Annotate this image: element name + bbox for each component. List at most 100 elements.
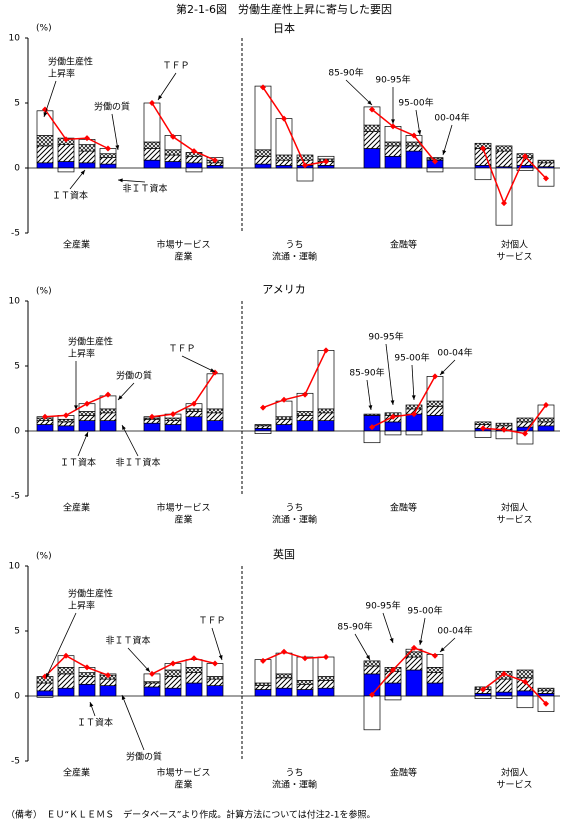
line-marker <box>390 667 396 673</box>
annotation: 85-90年 <box>328 67 363 79</box>
bar-segment <box>275 159 293 166</box>
bar-segment <box>78 162 96 169</box>
arrow-head <box>367 100 372 105</box>
bar-segment <box>57 687 75 697</box>
line-marker <box>501 200 507 207</box>
arrow-head <box>442 150 447 155</box>
bar-segment <box>317 165 335 169</box>
bar-segment <box>296 154 314 161</box>
bar-segment <box>36 135 54 147</box>
bar-segment <box>36 690 54 697</box>
bar-segment <box>185 416 203 432</box>
annotation: 95-00年 <box>394 352 429 364</box>
bar-segment <box>474 430 492 438</box>
bar-segment <box>296 680 314 685</box>
annotation-arrow <box>157 72 177 101</box>
line-marker <box>302 655 308 662</box>
arrow-head <box>145 667 150 672</box>
line-marker <box>170 660 176 667</box>
annotation: 労働の質 <box>126 751 162 763</box>
bar-segment <box>57 673 75 689</box>
line-marker <box>149 413 155 420</box>
line-marker <box>522 430 528 437</box>
bar-segment <box>275 400 293 418</box>
annotation: 労働生産性 <box>68 588 113 600</box>
bar-segment <box>275 673 293 679</box>
bar-segment <box>254 425 272 429</box>
bar-segment <box>254 682 272 686</box>
annotation-arrow <box>127 647 151 673</box>
bar-segment <box>164 676 182 689</box>
line <box>482 148 547 206</box>
annotation: 労働の質 <box>116 370 152 382</box>
category-label: 市場サービス <box>156 239 210 251</box>
line-marker <box>480 425 486 432</box>
line <box>482 673 547 705</box>
line-marker <box>480 686 486 693</box>
line-marker <box>63 412 69 419</box>
annotation-arrow <box>385 343 394 406</box>
bar-segment <box>516 426 534 432</box>
bar-segment <box>254 685 272 690</box>
bar-segment <box>143 102 161 143</box>
line-marker <box>369 106 375 113</box>
bar-segment <box>164 161 182 169</box>
bar-segment <box>164 154 182 162</box>
bar-segment <box>426 415 444 432</box>
bar-segment <box>405 404 423 410</box>
panel-title: 日本 <box>273 21 295 35</box>
line-marker <box>369 691 375 698</box>
panel-title: 英国 <box>273 547 295 561</box>
bar-segment <box>185 667 203 673</box>
bar-segment <box>474 167 492 181</box>
arrow-head <box>418 640 423 645</box>
y-tick-label: 0 <box>14 427 20 437</box>
bar-segment <box>426 167 444 173</box>
bar-segment <box>143 682 161 688</box>
line <box>262 86 327 167</box>
annotation: ＩＴ資本 <box>52 190 88 202</box>
category-label: 金融等 <box>390 767 417 779</box>
line-marker <box>260 404 266 411</box>
bar-segment <box>164 417 182 421</box>
line-marker <box>84 135 90 142</box>
bar-segment <box>296 415 314 421</box>
bar-segment <box>164 424 182 432</box>
annotation-arrow <box>366 379 372 411</box>
bar-segment <box>426 667 444 673</box>
annotation: 00-04年 <box>437 625 472 637</box>
line-marker <box>212 660 218 667</box>
bar-segment <box>254 163 272 169</box>
bar-segment <box>99 157 117 165</box>
category-label: 流通・運輸 <box>272 514 317 526</box>
bar-segment <box>254 689 272 697</box>
category-label: サービス <box>496 780 532 791</box>
category-label: 産業 <box>174 779 192 791</box>
bar-segment <box>537 687 555 692</box>
arrow-head <box>411 395 416 400</box>
line-marker <box>432 373 438 380</box>
bar-segment <box>78 672 96 677</box>
bar-segment <box>206 676 224 680</box>
bar-segment <box>317 412 335 421</box>
bar-segment <box>317 687 335 697</box>
bar-segment <box>474 421 492 425</box>
bar-segment <box>206 685 224 697</box>
bar-segment <box>78 676 96 685</box>
bar-segment <box>206 373 224 410</box>
bar-segment <box>384 141 402 147</box>
bar-segment <box>99 408 117 414</box>
annotation-arrow <box>121 694 145 751</box>
category-label: 対個人 <box>501 767 528 779</box>
line <box>151 372 216 418</box>
arrow-head <box>89 702 94 707</box>
line <box>151 102 216 161</box>
bar-segment <box>143 686 161 697</box>
bar-segment <box>99 420 117 432</box>
bar-segment <box>254 430 272 434</box>
category-label: 全産業 <box>63 767 90 779</box>
bar-segment <box>275 687 293 697</box>
bar-segment <box>164 420 182 425</box>
annotation: 非ＩＴ資本 <box>115 457 160 469</box>
